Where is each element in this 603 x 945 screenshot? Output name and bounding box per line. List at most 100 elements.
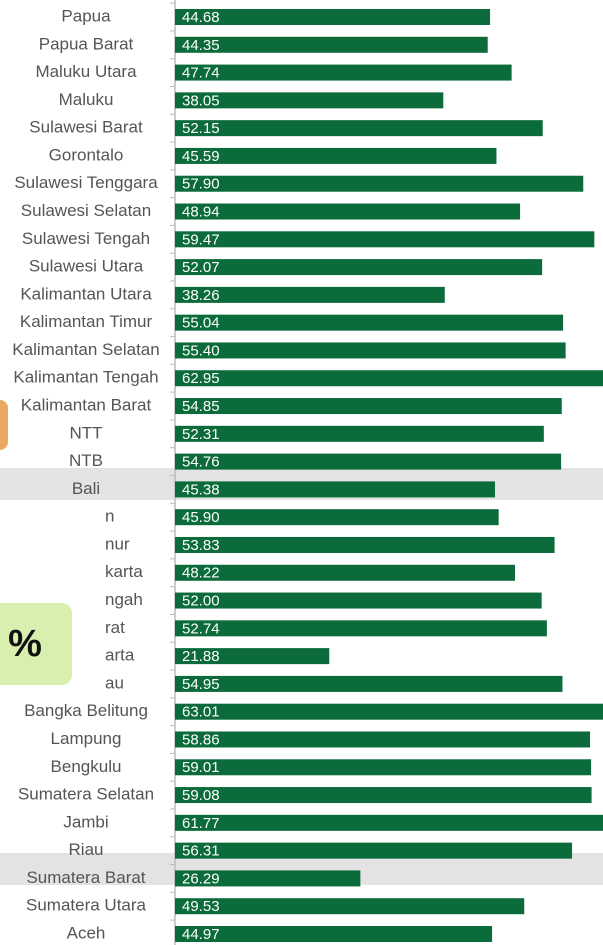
data-label: 55.04 xyxy=(182,315,220,332)
y-tick-label: Gorontalo xyxy=(49,145,124,164)
data-label: 62.95 xyxy=(182,370,220,387)
y-tick-label: n xyxy=(105,507,114,526)
bar xyxy=(175,342,566,359)
bar xyxy=(175,120,543,137)
y-tick-label: Papua xyxy=(61,6,111,25)
decoration xyxy=(0,400,8,450)
data-label: 58.86 xyxy=(182,731,220,748)
data-label: 26.29 xyxy=(182,870,220,887)
bar xyxy=(175,398,562,415)
bar xyxy=(175,370,603,387)
data-label: 44.35 xyxy=(182,37,220,54)
y-tick-label: Aceh xyxy=(67,923,106,942)
bar xyxy=(175,175,584,192)
y-tick-label: Bangka Belitung xyxy=(24,701,148,720)
bar xyxy=(175,259,543,276)
data-label: 45.38 xyxy=(182,481,220,498)
data-label: 59.47 xyxy=(182,231,220,248)
y-tick-label: Kalimantan Utara xyxy=(20,284,152,303)
y-tick-label: Kalimantan Timur xyxy=(20,312,153,331)
data-label: 47.74 xyxy=(182,65,220,82)
data-label: 59.08 xyxy=(182,787,220,804)
y-tick-label: Sulawesi Tenggara xyxy=(14,173,158,192)
y-tick-label: nur xyxy=(105,534,130,553)
data-label: 53.83 xyxy=(182,537,220,554)
bar xyxy=(175,64,512,81)
bar xyxy=(175,147,497,164)
bar xyxy=(175,703,603,720)
data-label: 48.94 xyxy=(182,203,220,220)
badge-box xyxy=(0,603,72,685)
bar xyxy=(175,814,603,831)
data-label: 61.77 xyxy=(182,815,220,832)
bar xyxy=(175,564,516,581)
data-label: 45.59 xyxy=(182,148,220,165)
y-tick-label: Sulawesi Barat xyxy=(29,118,143,137)
data-label: 21.88 xyxy=(182,648,220,665)
badge-text: % xyxy=(8,623,42,665)
data-label: 48.22 xyxy=(182,565,220,582)
data-label: 49.53 xyxy=(182,898,220,915)
bar xyxy=(175,675,563,692)
bar xyxy=(175,759,592,776)
data-label: 55.40 xyxy=(182,342,220,359)
data-label: 54.95 xyxy=(182,676,220,693)
bar xyxy=(175,731,591,748)
data-label: 52.00 xyxy=(182,593,220,610)
data-label: 44.97 xyxy=(182,926,220,943)
data-label: 44.68 xyxy=(182,9,220,26)
y-tick-label: Maluku Utara xyxy=(35,62,137,81)
bar xyxy=(175,425,544,442)
bar xyxy=(175,842,573,859)
y-tick-label: Sulawesi Selatan xyxy=(21,201,151,220)
y-tick-label: Lampung xyxy=(51,729,122,748)
data-label: 54.76 xyxy=(182,454,220,471)
y-tick-label: Riau xyxy=(69,840,104,859)
y-tick-label: Kalimantan Tengah xyxy=(13,368,158,387)
bar xyxy=(175,898,525,915)
bar xyxy=(175,620,547,637)
bar xyxy=(175,453,562,470)
y-tick-label: Bali xyxy=(72,479,100,498)
bar xyxy=(175,203,521,220)
data-label: 52.07 xyxy=(182,259,220,276)
y-tick-label: Sumatera Selatan xyxy=(18,785,154,804)
y-tick-label: arta xyxy=(105,646,135,665)
bar xyxy=(175,481,495,498)
y-tick-label: Sumatera Barat xyxy=(26,868,145,887)
data-label: 52.15 xyxy=(182,120,220,137)
bar xyxy=(175,509,499,526)
bar xyxy=(175,286,445,303)
data-label: 38.05 xyxy=(182,92,220,109)
bar xyxy=(175,870,361,887)
bar xyxy=(175,536,555,553)
y-tick-label: rat xyxy=(105,618,125,637)
bar xyxy=(175,92,444,109)
y-tick-label: au xyxy=(105,673,124,692)
bar xyxy=(175,314,564,331)
bar xyxy=(175,787,592,804)
bar xyxy=(175,36,488,53)
data-label: 63.01 xyxy=(182,704,220,721)
data-label: 57.90 xyxy=(182,176,220,193)
data-label: 54.85 xyxy=(182,398,220,415)
y-tick-label: ngah xyxy=(105,590,143,609)
y-tick-label: Sulawesi Tengah xyxy=(22,229,150,248)
data-label: 38.26 xyxy=(182,287,220,304)
y-tick-label: NTB xyxy=(69,451,103,470)
y-tick-label: Kalimantan Barat xyxy=(21,396,152,415)
y-tick-label: Jambi xyxy=(63,812,108,831)
bar xyxy=(175,9,491,25)
data-label: 59.01 xyxy=(182,759,220,776)
y-tick-label: Sulawesi Utara xyxy=(29,257,144,276)
data-label: 45.90 xyxy=(182,509,220,526)
y-tick-label: Maluku xyxy=(59,90,114,109)
y-tick-label: karta xyxy=(105,562,143,581)
data-label: 52.31 xyxy=(182,426,220,443)
bar xyxy=(175,926,493,942)
y-tick-label: Papua Barat xyxy=(39,34,134,53)
bar xyxy=(175,592,542,609)
y-tick-label: Kalimantan Selatan xyxy=(12,340,159,359)
y-tick-label: Bengkulu xyxy=(51,757,122,776)
